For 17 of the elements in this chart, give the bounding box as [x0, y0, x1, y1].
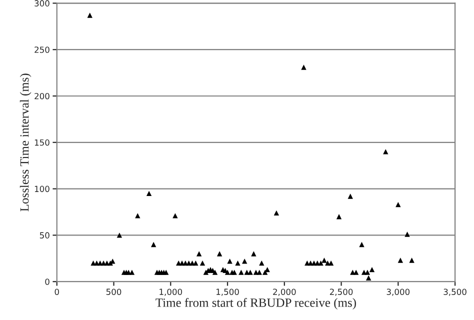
y-tick-label: 0: [45, 278, 50, 285]
x-tick-label: 1,500: [216, 288, 239, 296]
x-tick-label: 500: [106, 288, 122, 295]
x-tick-label: 2,000: [273, 288, 296, 296]
x-tick-label: 0: [54, 288, 59, 295]
y-tick-label: 150: [34, 139, 50, 146]
x-tick-label: 1,000: [160, 288, 182, 296]
x-tick-label: 3,500: [444, 288, 466, 296]
y-tick-label: 50: [40, 232, 50, 238]
y-tick-label: 300: [34, 0, 50, 6]
y-tick-label: 200: [34, 92, 50, 100]
x-tick-label: 3,000: [386, 288, 410, 296]
y-tick-label: 250: [34, 46, 50, 53]
y-axis-title: Lossless Time interval (ms): [20, 74, 32, 212]
y-tick-label: 100: [34, 186, 50, 192]
x-axis-title: Time from start of RBUDP receive (ms): [156, 298, 356, 310]
x-tick-label: 2,500: [330, 288, 353, 296]
